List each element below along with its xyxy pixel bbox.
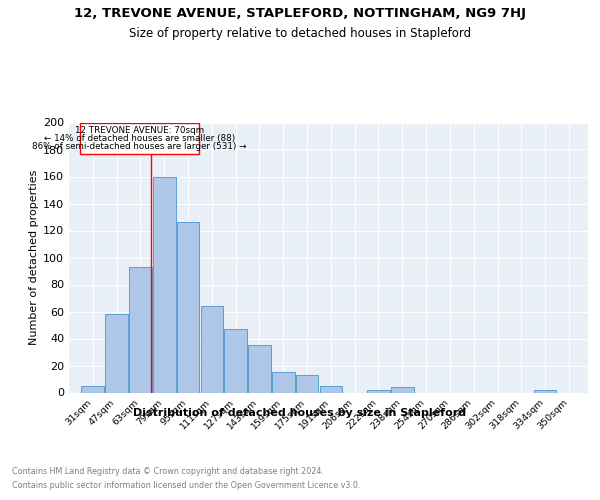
Text: 12 TREVONE AVENUE: 70sqm: 12 TREVONE AVENUE: 70sqm — [75, 126, 204, 135]
Text: ← 14% of detached houses are smaller (88): ← 14% of detached houses are smaller (88… — [44, 134, 235, 143]
Y-axis label: Number of detached properties: Number of detached properties — [29, 170, 39, 345]
Bar — [82, 386, 104, 392]
Bar — [534, 390, 556, 392]
Text: Contains public sector information licensed under the Open Government Licence v3: Contains public sector information licen… — [12, 481, 361, 490]
Bar — [224, 329, 247, 392]
Text: Contains HM Land Registry data © Crown copyright and database right 2024.: Contains HM Land Registry data © Crown c… — [12, 468, 324, 476]
Text: Size of property relative to detached houses in Stapleford: Size of property relative to detached ho… — [129, 28, 471, 40]
Bar — [200, 306, 223, 392]
Bar — [248, 345, 271, 393]
Bar — [367, 390, 390, 392]
Bar — [106, 314, 128, 392]
Text: Distribution of detached houses by size in Stapleford: Distribution of detached houses by size … — [133, 408, 467, 418]
Bar — [320, 386, 342, 392]
Text: 12, TREVONE AVENUE, STAPLEFORD, NOTTINGHAM, NG9 7HJ: 12, TREVONE AVENUE, STAPLEFORD, NOTTINGH… — [74, 8, 526, 20]
Bar — [177, 222, 199, 392]
Bar — [129, 267, 152, 392]
FancyBboxPatch shape — [80, 122, 199, 154]
Text: 86% of semi-detached houses are larger (531) →: 86% of semi-detached houses are larger (… — [32, 142, 247, 151]
Bar — [296, 375, 319, 392]
Bar — [272, 372, 295, 392]
Bar — [153, 176, 176, 392]
Bar — [391, 387, 413, 392]
